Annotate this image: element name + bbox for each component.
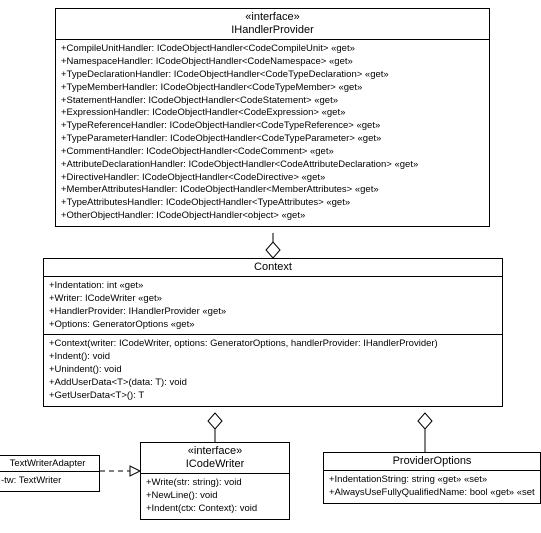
member-row: +GetUserData<T>(): T xyxy=(49,390,497,403)
member-row: +TypeReferenceHandler: ICodeObjectHandle… xyxy=(61,120,484,133)
member-row: +TypeAttributesHandler: ICodeObjectHandl… xyxy=(61,197,484,210)
operations-section: +Write(str: string): void+NewLine(): voi… xyxy=(141,474,289,518)
member-row: +CompileUnitHandler: ICodeObjectHandler<… xyxy=(61,43,484,56)
operations-section: +Context(writer: ICodeWriter, options: G… xyxy=(44,335,502,405)
properties-section: +CompileUnitHandler: ICodeObjectHandler<… xyxy=(56,40,489,225)
name-label: Context xyxy=(48,261,498,274)
member-row: +IndentationString: string «get» «set» xyxy=(329,474,535,487)
member-row: +ExpressionHandler: ICodeObjectHandler<C… xyxy=(61,107,484,120)
title: Context xyxy=(44,259,502,277)
member-row: +Context(writer: ICodeWriter, options: G… xyxy=(49,338,497,351)
member-row: +OtherObjectHandler: ICodeObjectHandler<… xyxy=(61,210,484,223)
member-row: +Indent(): void xyxy=(49,351,497,364)
member-row: +TypeDeclarationHandler: ICodeObjectHand… xyxy=(61,69,484,82)
aggregation-context-provideroptions xyxy=(418,413,432,452)
uml-class-provideroptions: ProviderOptions +IndentationString: stri… xyxy=(323,452,541,504)
name-label: ICodeWriter xyxy=(145,458,285,471)
member-row: +MemberAttributesHandler: ICodeObjectHan… xyxy=(61,184,484,197)
member-row: +AlwaysUseFullyQualifiedName: bool «get»… xyxy=(329,487,535,500)
uml-class-icodewriter: «interface» ICodeWriter +Write(str: stri… xyxy=(140,442,290,520)
member-row: +Write(str: string): void xyxy=(146,477,284,490)
attributes-section: -tw: TextWriter xyxy=(0,472,99,491)
attributes-section: +Indentation: int «get»+Writer: ICodeWri… xyxy=(44,277,502,335)
member-row: +CommentHandler: ICodeObjectHandler<Code… xyxy=(61,146,484,159)
member-row: +TypeParameterHandler: ICodeObjectHandle… xyxy=(61,133,484,146)
name-label: ProviderOptions xyxy=(328,455,536,468)
title: ProviderOptions xyxy=(324,453,540,471)
name-label: TextWriterAdapter xyxy=(0,458,95,469)
member-row: +HandlerProvider: IHandlerProvider «get» xyxy=(49,306,497,319)
uml-class-textwriteradapter: TextWriterAdapter -tw: TextWriter xyxy=(0,455,100,492)
member-row: +Writer: ICodeWriter «get» xyxy=(49,293,497,306)
member-row: +AddUserData<T>(data: T): void xyxy=(49,377,497,390)
member-row: +Options: GeneratorOptions «get» xyxy=(49,319,497,332)
uml-class-ihandlerprovider: «interface» IHandlerProvider +CompileUni… xyxy=(55,8,490,227)
realization-twadapter-icodewriter xyxy=(100,466,140,476)
title: «interface» ICodeWriter xyxy=(141,443,289,474)
name-label: IHandlerProvider xyxy=(60,24,485,37)
title: TextWriterAdapter xyxy=(0,456,99,472)
member-row: -tw: TextWriter xyxy=(1,475,94,488)
member-row: +NamespaceHandler: ICodeObjectHandler<Co… xyxy=(61,56,484,69)
member-row: +Unindent(): void xyxy=(49,364,497,377)
member-row: +Indentation: int «get» xyxy=(49,280,497,293)
stereotype-label: «interface» xyxy=(145,445,285,458)
member-row: +TypeMemberHandler: ICodeObjectHandler<C… xyxy=(61,82,484,95)
member-row: +DirectiveHandler: ICodeObjectHandler<Co… xyxy=(61,172,484,185)
member-row: +AttributeDeclarationHandler: ICodeObjec… xyxy=(61,159,484,172)
member-row: +Indent(ctx: Context): void xyxy=(146,503,284,516)
member-row: +NewLine(): void xyxy=(146,490,284,503)
aggregation-context-icodewriter xyxy=(208,413,222,442)
aggregation-context-ihandler xyxy=(266,233,280,258)
member-row: +StatementHandler: ICodeObjectHandler<Co… xyxy=(61,95,484,108)
stereotype-label: «interface» xyxy=(60,11,485,24)
uml-class-context: Context +Indentation: int «get»+Writer: … xyxy=(43,258,503,407)
title: «interface» IHandlerProvider xyxy=(56,9,489,40)
properties-section: +IndentationString: string «get» «set»+A… xyxy=(324,471,540,503)
